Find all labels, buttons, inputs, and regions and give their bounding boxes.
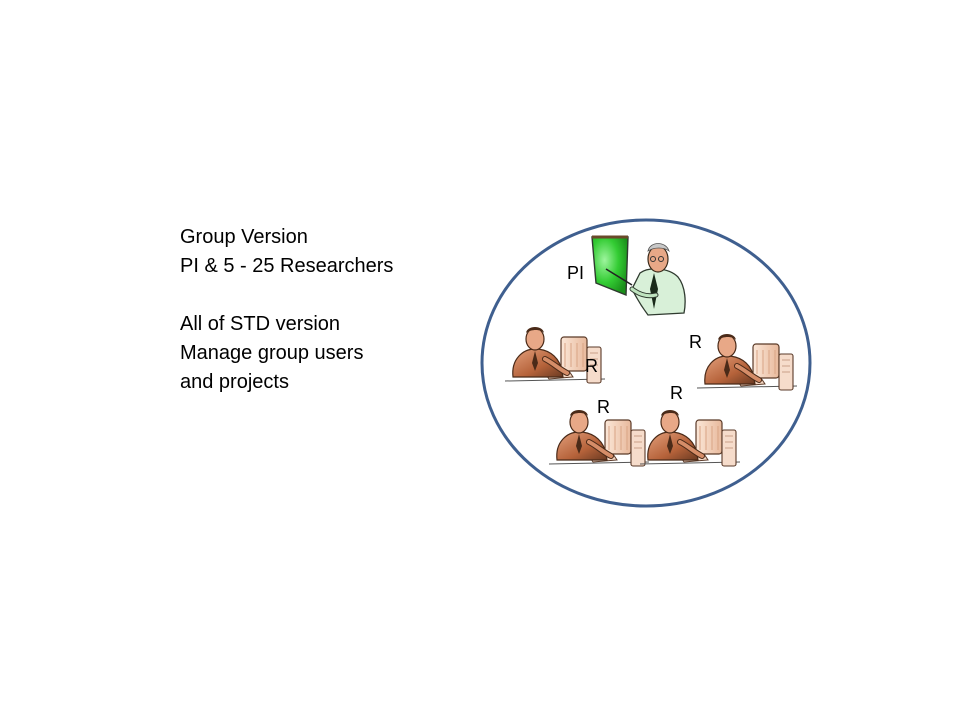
subtitle-line: PI & 5 - 25 Researchers [180, 255, 394, 277]
researcher-at-computer-icon [549, 410, 649, 466]
pi-label: PI [567, 263, 584, 283]
researcher-label: R [585, 356, 598, 376]
feature-line-3: and projects [180, 371, 289, 393]
researcher-at-computer-icon [640, 410, 740, 466]
group-boundary-circle [480, 218, 812, 508]
feature-line-2: Manage group users [180, 342, 364, 364]
title-line: Group Version [180, 226, 308, 248]
researcher-label: R [670, 383, 683, 403]
presenter-icon [592, 237, 685, 315]
feature-line-1: All of STD version [180, 313, 341, 335]
researcher-label: R [689, 332, 702, 352]
researcher-at-computer-icon [697, 334, 797, 390]
description-text: Group Version PI & 5 - 25 Researchers Al… [180, 223, 393, 397]
researcher-label: R [597, 397, 610, 417]
